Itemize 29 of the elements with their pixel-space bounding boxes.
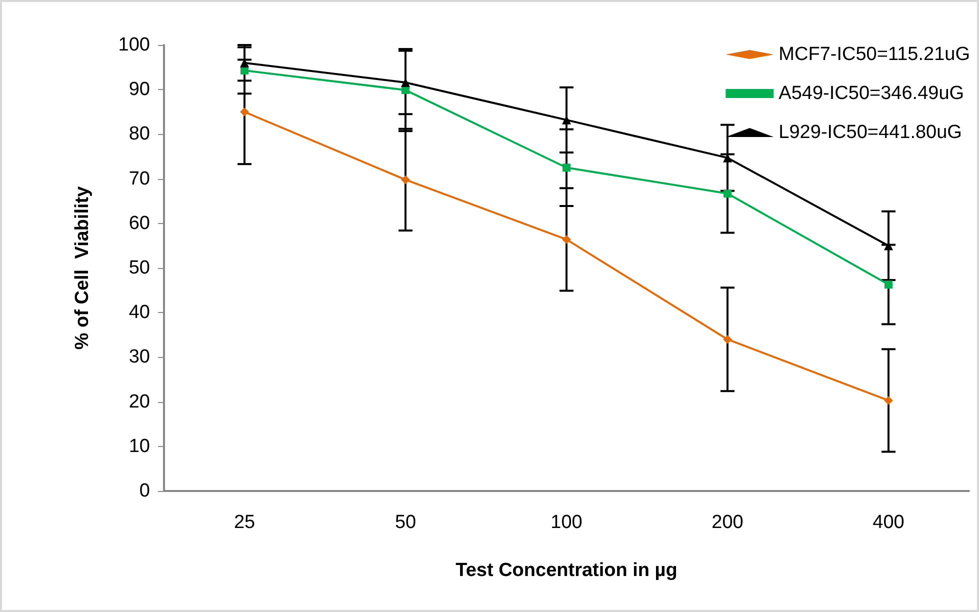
point <box>884 396 893 405</box>
x-axis-title: Test Concentration in µg <box>456 560 678 581</box>
x-tick-label: 50 <box>394 512 416 533</box>
y-tick-label: 10 <box>128 436 150 457</box>
point <box>884 280 892 288</box>
y-tick-label: 100 <box>118 34 150 56</box>
y-tick-label: 20 <box>128 391 150 412</box>
x-tick-label: 200 <box>712 512 744 533</box>
legend-label: L929-IC50=441.80uG <box>778 122 962 143</box>
x-tick-label: 25 <box>234 512 256 533</box>
y-tick-label: 0 <box>139 480 150 502</box>
point <box>562 164 570 172</box>
legend-label: MCF7-IC50=115.21uG <box>778 44 970 65</box>
y-tick-label: 80 <box>128 124 150 145</box>
x-tick-label: 100 <box>550 512 582 533</box>
y-axis-title: % of Cell Viability <box>72 186 93 350</box>
point <box>401 175 410 184</box>
y-tick-label: 60 <box>128 212 150 234</box>
point <box>723 334 732 344</box>
y-tick-label: 70 <box>128 168 150 190</box>
y-tick-label: 90 <box>128 79 150 100</box>
point <box>562 234 571 244</box>
point <box>240 107 249 116</box>
x-tick-label: 400 <box>872 512 904 533</box>
point <box>724 190 732 198</box>
y-tick-label: 30 <box>128 346 150 368</box>
legend-label: A549-IC50=346.49uG <box>778 83 964 104</box>
y-tick-label: 50 <box>128 258 150 278</box>
y-tick-label: 40 <box>128 302 150 324</box>
